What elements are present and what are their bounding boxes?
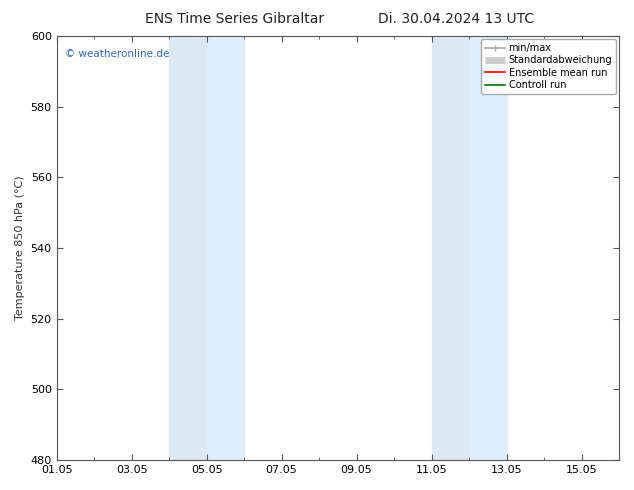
Bar [207,36,244,460]
Y-axis label: Temperature 850 hPa (°C): Temperature 850 hPa (°C) [15,176,25,320]
Legend: min/max, Standardabweichung, Ensemble mean run, Controll run: min/max, Standardabweichung, Ensemble me… [481,39,616,94]
Text: Di. 30.04.2024 13 UTC: Di. 30.04.2024 13 UTC [378,12,534,26]
Text: ENS Time Series Gibraltar: ENS Time Series Gibraltar [145,12,324,26]
Bar [169,36,207,460]
Bar [469,36,507,460]
Bar [432,36,469,460]
Text: © weatheronline.de: © weatheronline.de [65,49,169,59]
